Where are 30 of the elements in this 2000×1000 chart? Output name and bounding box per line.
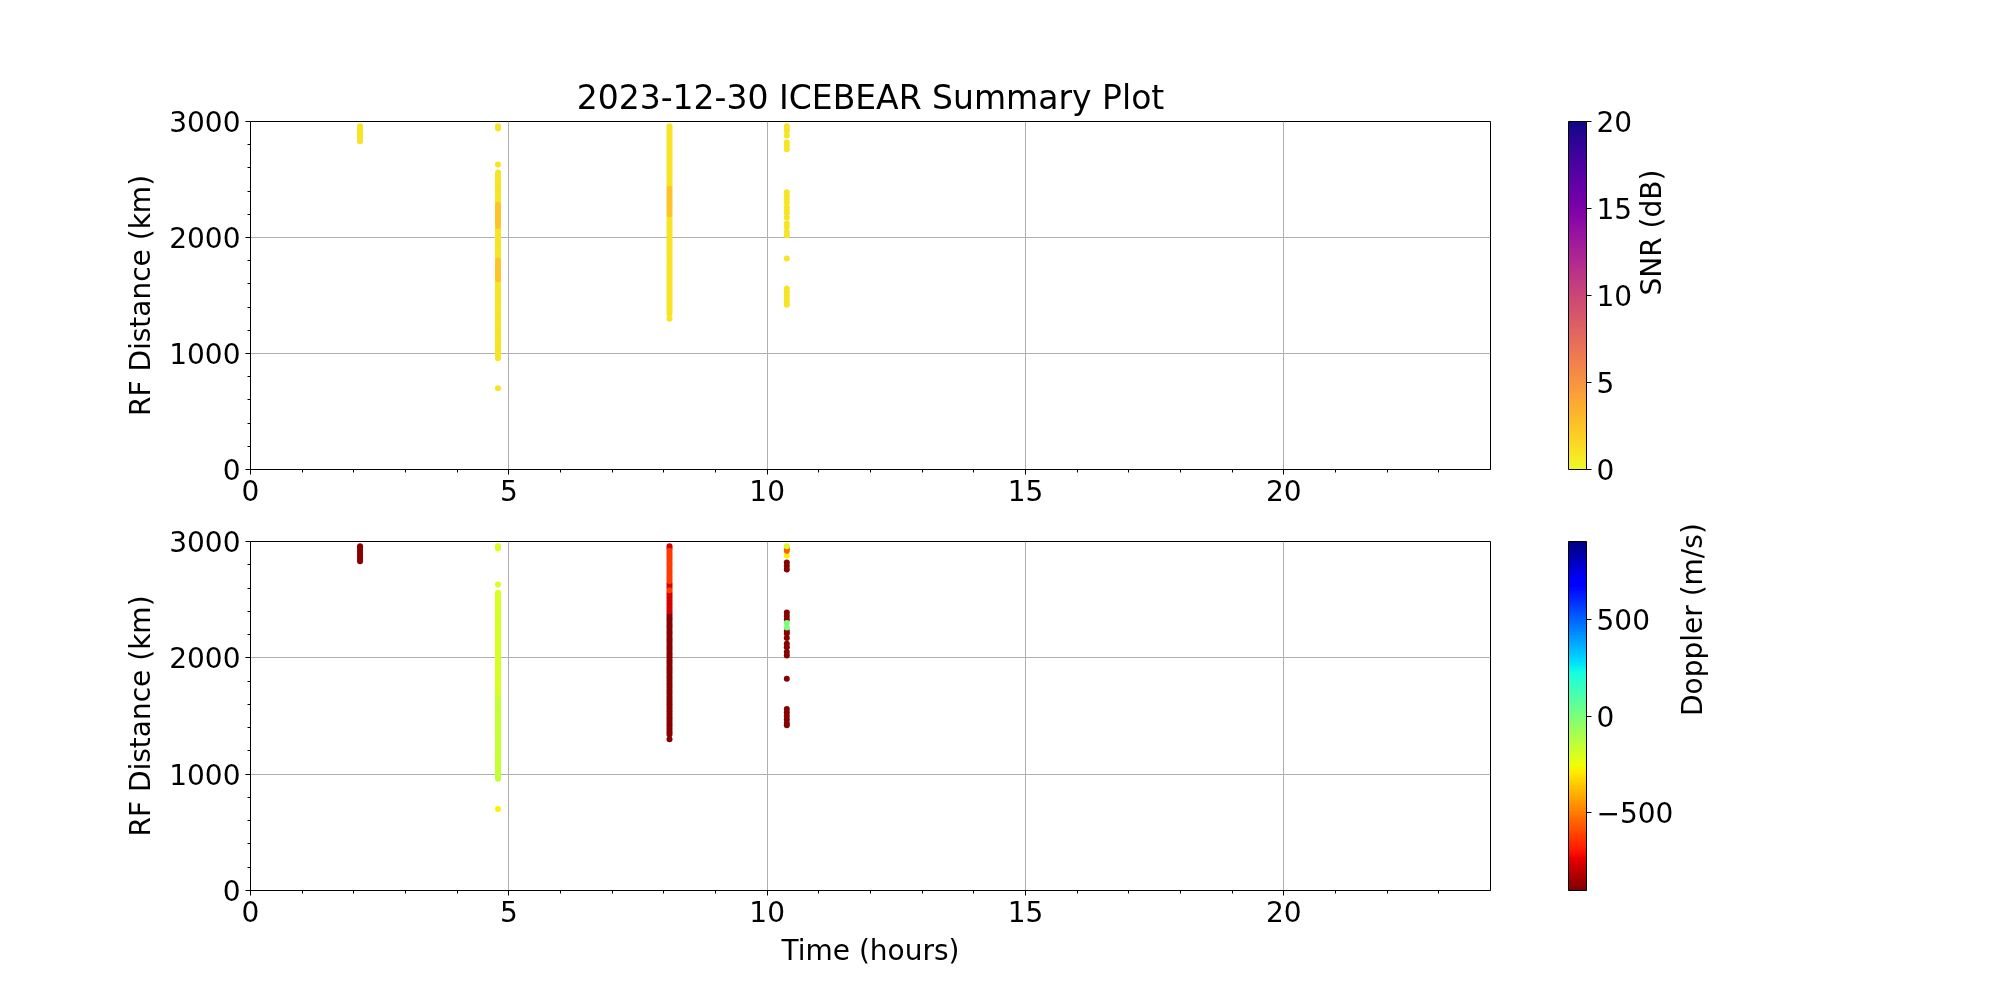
x-tick-label: 15: [1007, 474, 1044, 508]
color-bar-title: SNR (dB): [1635, 169, 1668, 296]
chart-title: 2023-12-30 ICEBEAR Summary Plot: [576, 77, 1165, 117]
color-bar-label: −500: [1596, 797, 1674, 831]
color-bar-label: 500: [1596, 603, 1650, 637]
x-tick-label: 20: [1266, 895, 1302, 929]
y-tick-label: 0: [222, 875, 241, 908]
y-tick-label: 3000: [169, 106, 241, 139]
color-bar-title: Doppler (m/s): [1676, 523, 1709, 716]
color-bar-label: 20: [1596, 106, 1633, 139]
y-tick-label: 2000: [169, 642, 241, 676]
y-axis-title: RF Distance (km): [124, 174, 158, 417]
color-bar-label: 5: [1596, 367, 1615, 400]
x-tick-label: 15: [1007, 895, 1044, 929]
x-tick-label: 5: [499, 895, 518, 929]
color-bar-label: 15: [1596, 193, 1633, 226]
x-tick-label: 20: [1266, 474, 1302, 508]
color-bar-label: 0: [1596, 454, 1615, 487]
x-tick-label: 5: [499, 474, 518, 508]
y-tick-label: 2000: [169, 222, 241, 255]
y-axis-title: RF Distance (km): [124, 595, 158, 837]
color-bar-label: 10: [1596, 280, 1633, 313]
x-axis-title: Time (hours): [780, 933, 960, 967]
y-tick-label: 0: [222, 454, 241, 487]
color-bar-label: 0: [1596, 700, 1615, 734]
y-tick-label: 1000: [169, 338, 241, 371]
x-tick-label: 10: [749, 895, 785, 929]
x-tick-label: 10: [749, 474, 785, 508]
y-tick-label: 1000: [169, 758, 241, 792]
y-tick-label: 3000: [169, 526, 241, 559]
